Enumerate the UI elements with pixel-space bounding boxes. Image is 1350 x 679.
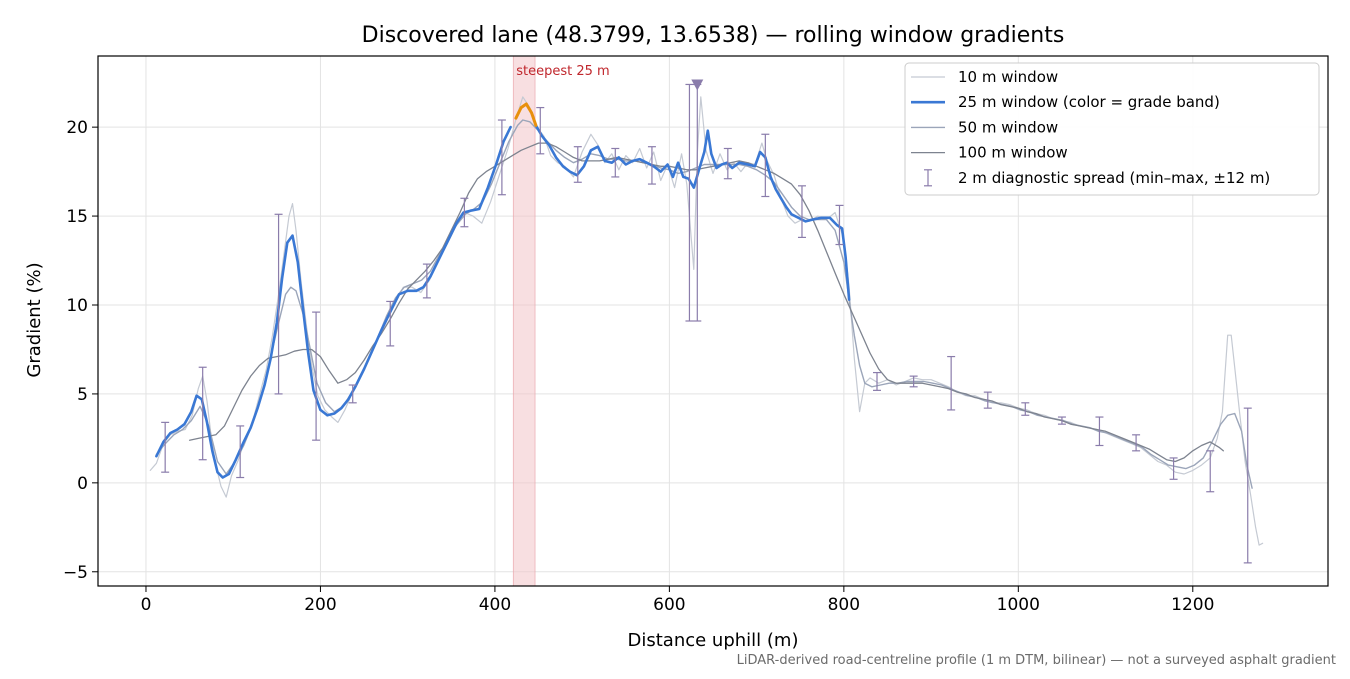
- legend-label: 2 m diagnostic spread (min–max, ±12 m): [958, 169, 1270, 187]
- diagnostic-spread-bar: [1132, 434, 1141, 452]
- x-tick-label: 1200: [1171, 595, 1214, 615]
- legend-label: 50 m window: [958, 118, 1058, 136]
- diagnostic-spread-bar: [685, 83, 694, 322]
- legend-label: 25 m window (color = grade band): [958, 93, 1220, 111]
- diagnostic-spread-bar: [161, 421, 170, 473]
- diagnostic-spread-bar: [460, 197, 469, 228]
- legend: 10 m window 25 m window (color = grade ba…: [904, 62, 1320, 196]
- diagnostic-spread-bar: [909, 375, 918, 388]
- y-tick-label: 0: [77, 474, 88, 494]
- diagnostic-spread-bar: [236, 425, 245, 479]
- diagnostic-spread-bar: [312, 311, 321, 441]
- diagnostic-spread-bar: [497, 119, 506, 196]
- steepest-annotation: steepest 25 m: [516, 64, 609, 79]
- diagnostic-spread-bar: [536, 106, 545, 155]
- diagnostic-spread-bar: [873, 371, 881, 391]
- diagnostic-spread-bar: [983, 391, 992, 409]
- series-line-25m: [534, 124, 851, 301]
- diagnostic-spread-bar: [1021, 402, 1030, 416]
- diagnostic-spread-bar: [761, 133, 770, 198]
- series-line-100m: [188, 142, 1224, 463]
- x-tick-label: 400: [479, 595, 511, 615]
- x-tick-label: 800: [828, 595, 860, 615]
- diagnostic-spread-bar: [1095, 416, 1104, 447]
- diagnostic-spread-bar: [422, 263, 431, 299]
- diagnostic-spread-bar: [1243, 407, 1252, 564]
- diagnostic-spread-bar: [1057, 416, 1066, 425]
- legend-label: 10 m window: [958, 68, 1058, 86]
- peak-marker: [691, 79, 704, 91]
- diagnostic-spread-bar: [1206, 450, 1215, 493]
- diagnostic-spread-bar: [723, 147, 732, 180]
- y-tick-label: 5: [77, 385, 88, 405]
- y-tick-label: −5: [63, 563, 88, 583]
- plot-frame: [97, 55, 1329, 587]
- diagnostic-spread-bar: [573, 146, 582, 183]
- y-tick-label: 10: [66, 296, 88, 316]
- x-tick-label: 1000: [997, 595, 1040, 615]
- diagnostic-spread-bar: [386, 300, 395, 347]
- series-line-25m-steepest: [514, 102, 538, 127]
- diagnostic-spread-bar: [947, 355, 956, 411]
- y-axis-label: Gradient (%): [24, 262, 45, 377]
- x-tick-label: 0: [141, 595, 152, 615]
- legend-label: 100 m window: [958, 144, 1068, 162]
- x-tick-label: 200: [304, 595, 336, 615]
- diagnostic-spread-bar: [797, 185, 806, 239]
- diagnostic-spread-bar: [274, 213, 283, 395]
- x-tick-label: 600: [653, 595, 685, 615]
- series-line-25m: [155, 125, 512, 479]
- diagnostic-spread-bar: [835, 204, 844, 246]
- y-tick-label: 20: [66, 118, 88, 138]
- x-axis-label: Distance uphill (m): [628, 630, 799, 651]
- diagnostic-spread-bar: [611, 147, 620, 178]
- diagnostic-spread-bar: [348, 384, 357, 404]
- diagnostic-spread-bar: [647, 146, 656, 185]
- chart-title: Discovered lane (48.3799, 13.6538) — rol…: [362, 23, 1065, 48]
- footnote: LiDAR-derived road-centreline profile (1…: [737, 653, 1336, 668]
- y-tick-label: 15: [66, 207, 88, 227]
- diagnostic-spread-bar: [198, 366, 207, 461]
- steepest-band: [512, 55, 536, 587]
- diagnostic-spread-bar: [1169, 457, 1178, 480]
